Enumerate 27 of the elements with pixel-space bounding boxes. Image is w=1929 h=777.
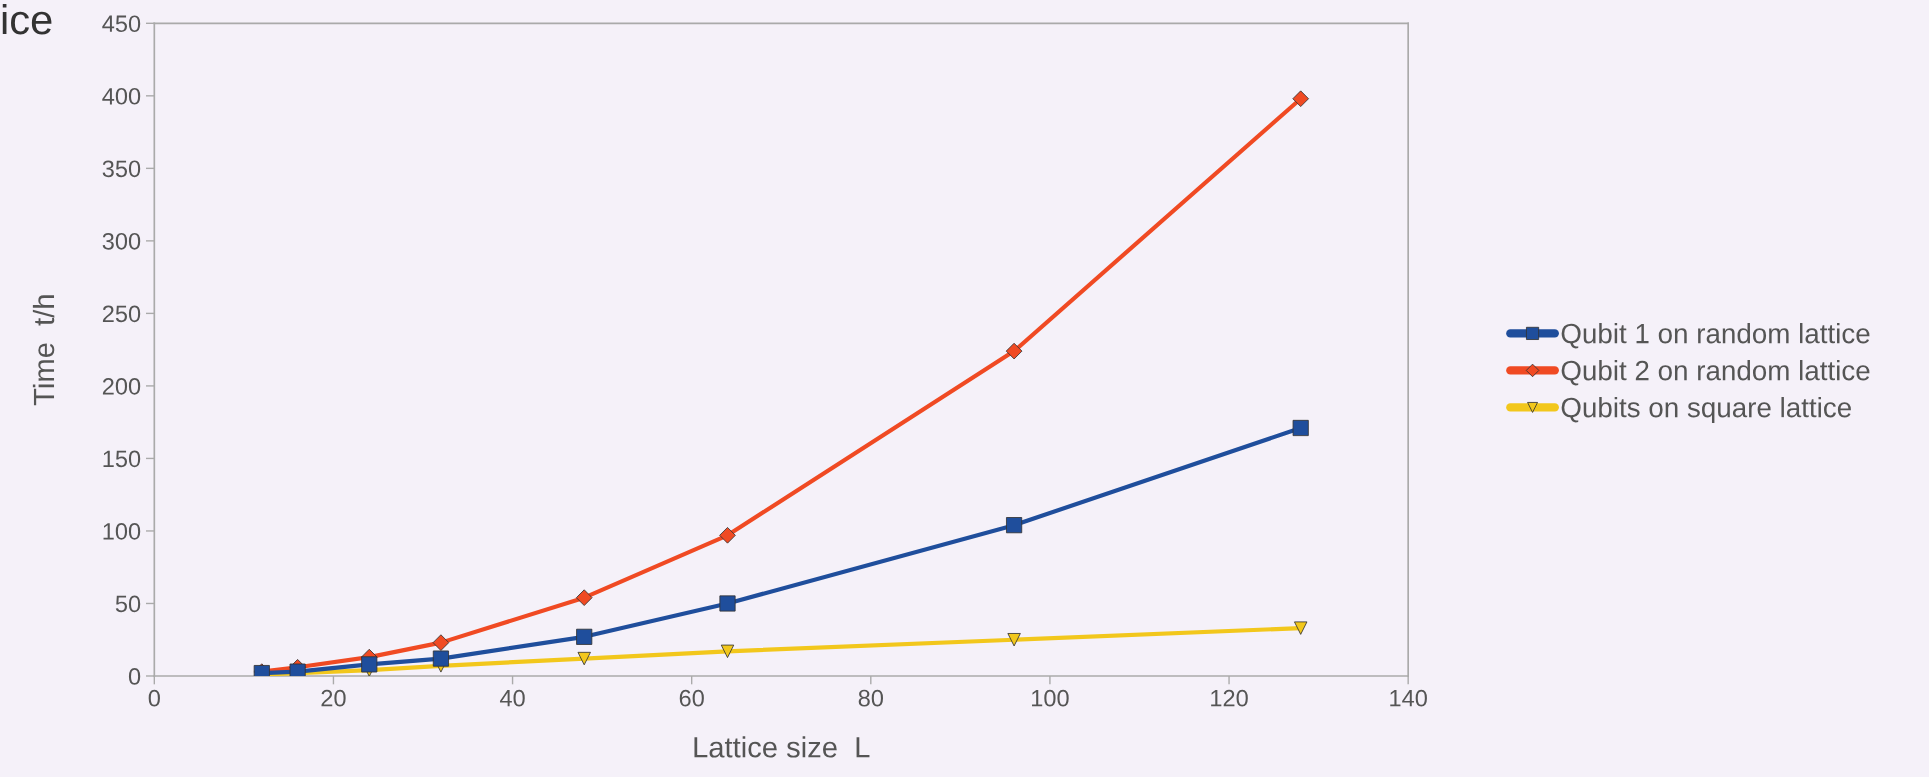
y-axis-title: Time t/h [32,295,55,406]
x-axis-title: Lattice size L [694,736,870,758]
point [1292,419,1309,437]
y-tick-label: 0 [128,668,141,685]
y-tick-label: 300 [102,232,141,250]
x-tick-label: 0 [148,689,160,707]
x-tick-label: 140 [1390,689,1427,707]
x-tick-label: 60 [679,689,704,707]
y-tick-label: 150 [103,450,141,468]
x-tick-label: 120 [1211,689,1248,707]
y-tick-label: 400 [102,87,141,105]
text: ice [2,3,52,35]
legend-label: Qubits on square lattice [1561,397,1851,423]
x-tick-label: 80 [858,689,884,707]
y-tick-label: 50 [115,595,141,613]
x-tick-label: 40 [499,689,525,707]
y-tick-label: 200 [102,377,141,395]
legend-label: Qubit 1 on random lattice [1561,323,1870,349]
point [1006,517,1023,534]
legend-label: Qubit 2 on random lattice [1561,360,1870,386]
y-tick-label: 100 [103,523,141,540]
x-tick-label: 20 [321,689,346,707]
y-tick-label: 350 [102,160,141,178]
y-tick-label: 450 [102,15,141,33]
point [719,527,736,544]
y-tick-label: 250 [102,305,141,323]
x-tick-label: 100 [1032,689,1069,707]
